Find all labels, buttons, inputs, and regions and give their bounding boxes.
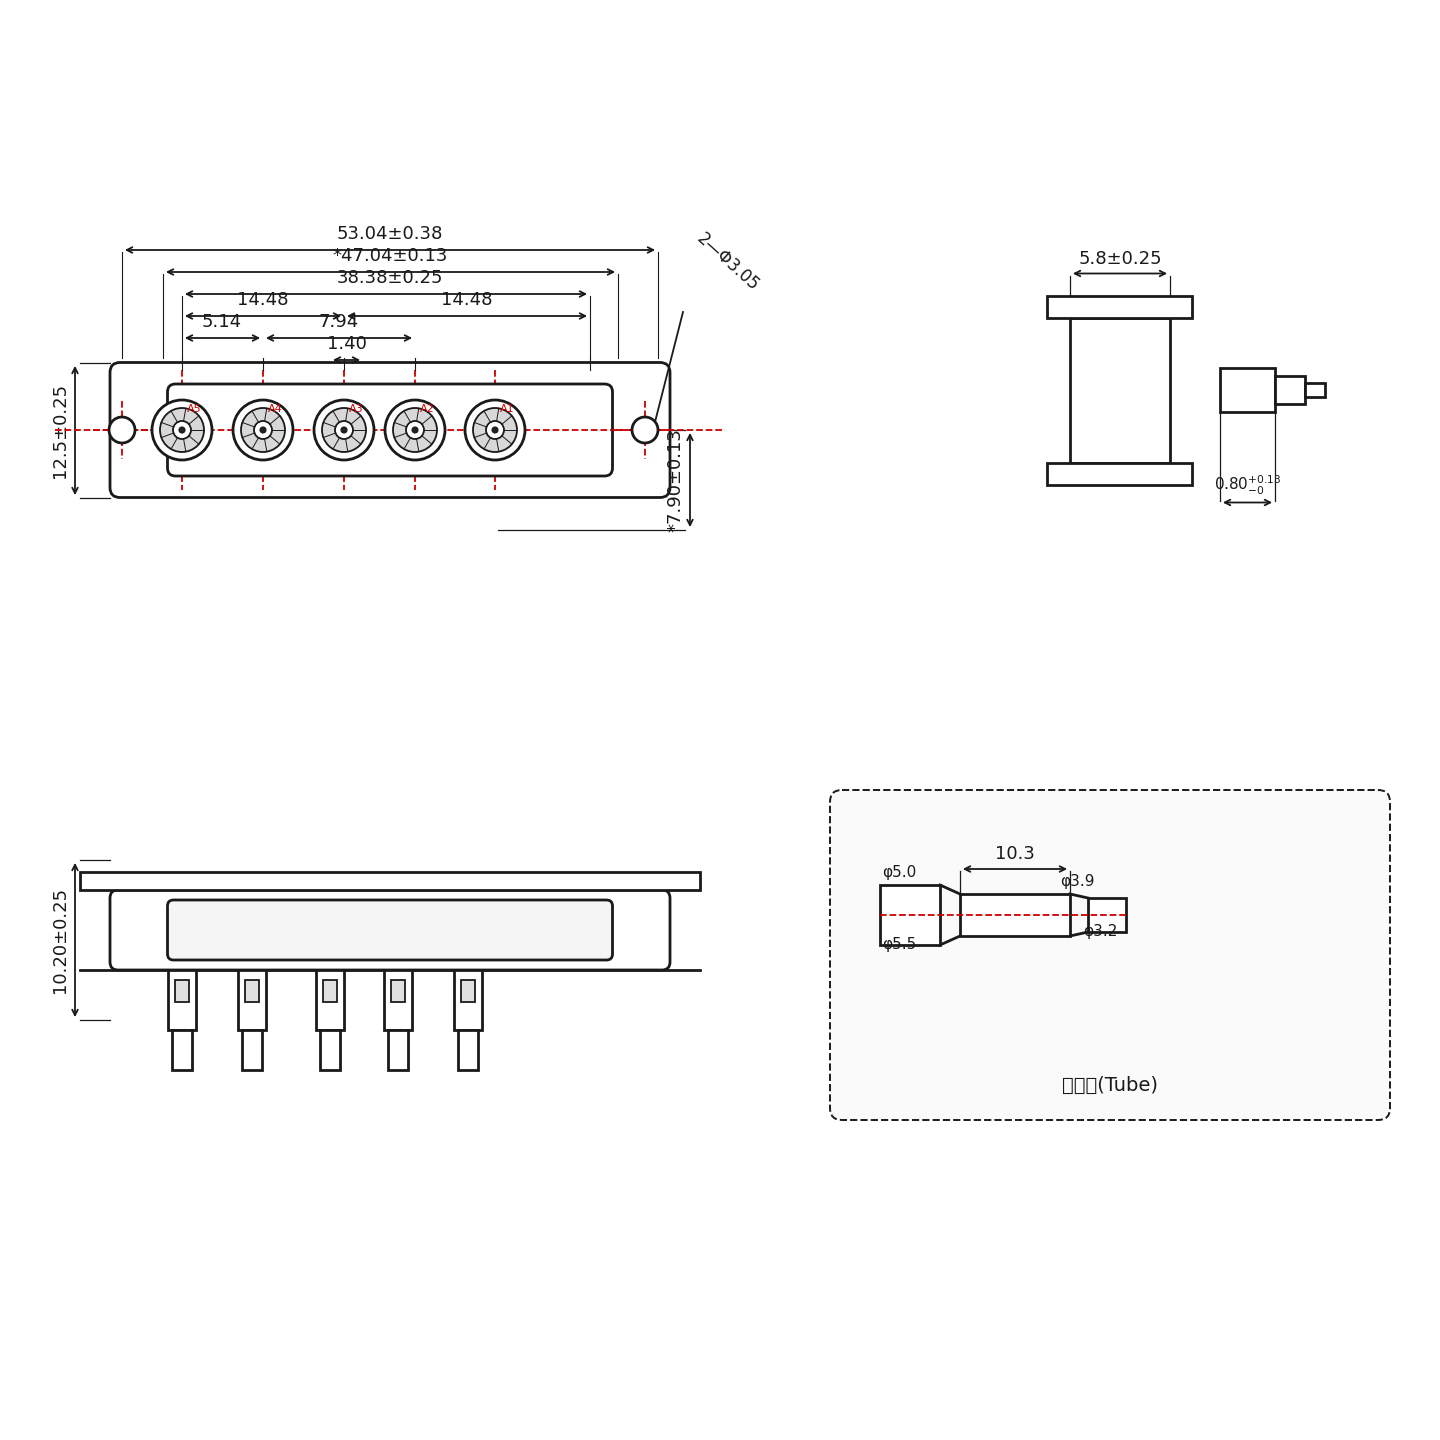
Bar [315, 971, 344, 1030]
Circle shape [632, 418, 658, 444]
Bar [1047, 295, 1192, 317]
Circle shape [240, 408, 285, 452]
Text: 5.14: 5.14 [202, 312, 242, 331]
Circle shape [261, 428, 266, 433]
Bar [171, 1030, 192, 1070]
Bar [176, 981, 189, 1002]
Circle shape [336, 420, 353, 439]
Text: A2: A2 [420, 405, 435, 415]
Text: *7.90±0.13: *7.90±0.13 [665, 428, 684, 531]
Text: A4: A4 [268, 405, 282, 415]
FancyBboxPatch shape [109, 890, 670, 971]
Text: φ5.0: φ5.0 [881, 865, 916, 880]
FancyBboxPatch shape [829, 791, 1390, 1120]
FancyBboxPatch shape [167, 384, 612, 477]
Text: Lightany: Lightany [253, 909, 527, 962]
Bar [1089, 899, 1126, 932]
FancyBboxPatch shape [167, 900, 612, 960]
Text: 10.20±0.25: 10.20±0.25 [50, 887, 69, 994]
Bar [1047, 462, 1192, 484]
Text: 53.04±0.38: 53.04±0.38 [337, 225, 444, 243]
Text: 12.5±0.25: 12.5±0.25 [50, 383, 69, 478]
Text: 38.38±0.25: 38.38±0.25 [337, 269, 444, 287]
Circle shape [323, 408, 366, 452]
Bar [392, 981, 405, 1002]
Circle shape [384, 400, 445, 459]
Circle shape [153, 400, 212, 459]
Bar [461, 981, 475, 1002]
Circle shape [487, 420, 504, 439]
Text: 2—Φ3.05: 2—Φ3.05 [693, 230, 762, 295]
Text: φ3.2: φ3.2 [1083, 924, 1117, 939]
Bar [880, 886, 940, 945]
Bar [454, 971, 482, 1030]
Bar [1305, 383, 1325, 397]
Bar [245, 981, 259, 1002]
Text: A1: A1 [500, 405, 514, 415]
Text: φ5.5: φ5.5 [881, 937, 916, 952]
Circle shape [472, 408, 517, 452]
Circle shape [253, 420, 272, 439]
Bar [960, 894, 1070, 936]
Circle shape [173, 420, 192, 439]
Bar [387, 1030, 408, 1070]
Circle shape [406, 420, 423, 439]
Text: 5.8±0.25: 5.8±0.25 [1079, 249, 1162, 268]
Bar [320, 1030, 340, 1070]
Text: 14.48: 14.48 [238, 291, 289, 310]
Bar [323, 981, 337, 1002]
Bar [384, 971, 412, 1030]
Text: 1.40: 1.40 [327, 336, 367, 353]
Text: Lightany: Lightany [253, 408, 527, 462]
Text: 屏蔽管(Tube): 屏蔽管(Tube) [1061, 1076, 1158, 1094]
Text: 14.48: 14.48 [441, 291, 492, 310]
Circle shape [492, 428, 498, 433]
Circle shape [341, 428, 347, 433]
Bar [1220, 369, 1274, 412]
Text: A5: A5 [187, 405, 202, 415]
Text: A3: A3 [348, 405, 364, 415]
Text: *47.04±0.13: *47.04±0.13 [333, 248, 448, 265]
Text: $0.80^{+0.13}_{-0}$: $0.80^{+0.13}_{-0}$ [1214, 474, 1282, 497]
Bar [1070, 317, 1169, 462]
Circle shape [465, 400, 526, 459]
Circle shape [393, 408, 436, 452]
Bar [81, 873, 700, 890]
Bar [458, 1030, 478, 1070]
FancyBboxPatch shape [109, 363, 670, 497]
Bar [1274, 376, 1305, 405]
Circle shape [314, 400, 374, 459]
Text: 7.94: 7.94 [318, 312, 359, 331]
Text: φ3.9: φ3.9 [1060, 874, 1094, 888]
Bar [168, 971, 196, 1030]
Text: 10.3: 10.3 [995, 845, 1035, 863]
Bar [242, 1030, 262, 1070]
Circle shape [233, 400, 292, 459]
Circle shape [109, 418, 135, 444]
Circle shape [160, 408, 204, 452]
Bar [238, 971, 266, 1030]
Circle shape [179, 428, 184, 433]
Circle shape [412, 428, 418, 433]
